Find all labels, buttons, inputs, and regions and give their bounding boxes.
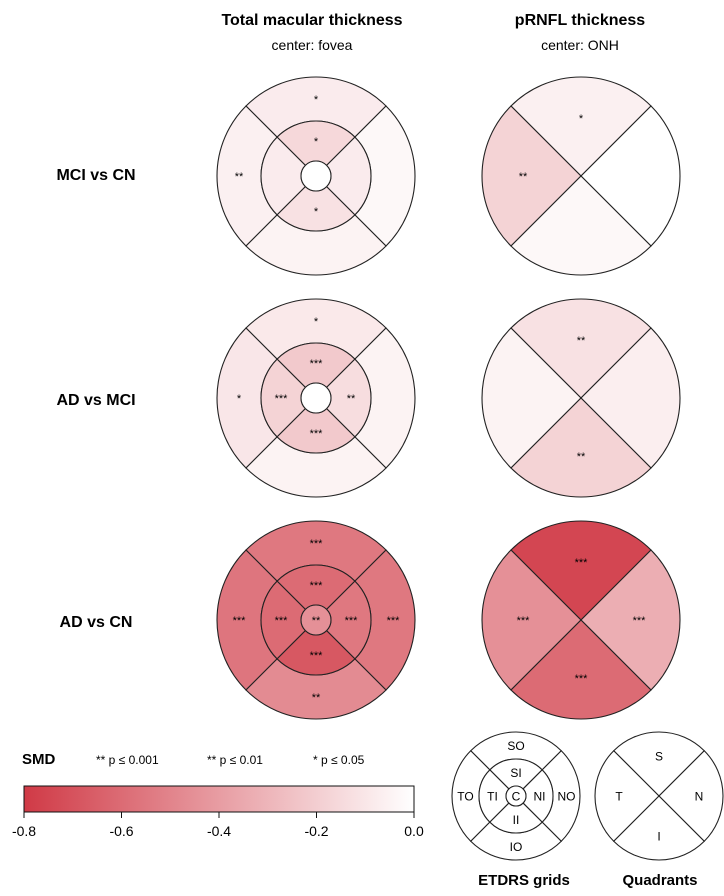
significance-key-1: ** p ≤ 0.001 [96,753,159,767]
quadrant-label-s: * [579,113,584,125]
quadrant-grid-ad-vs-mci: ** ** [481,298,681,498]
segment-label-io: IO [510,840,523,854]
colorbar-tick-label: -0.6 [109,823,133,839]
segment-label-ni: NI [534,789,546,803]
etdrs-grid-ad-vs-cn: ****** *********** ******** [216,520,416,720]
segment-label-ti: TI [487,789,498,803]
segment-label-ii: *** [310,428,324,440]
etdrs-legend-title: ETDRS grids [478,872,570,889]
quadrant-s [612,731,706,797]
quadrant-s [510,298,652,399]
quadrant-n [580,327,681,469]
segment-label-to: *** [233,615,247,627]
quadrant-t [481,549,582,691]
quadrant-n [580,105,681,247]
segment-label-so: SO [507,739,524,753]
segment-label-si: SI [510,766,521,780]
quadrant-grid-mci-vs-cn: *** [481,76,681,276]
segment-label-ii: II [513,813,520,827]
colorbar-tick-label: -0.8 [12,823,36,839]
quadrant-label-i: ** [577,451,586,463]
segment-label-ii: *** [310,650,324,662]
rnfl-title: pRNFL thickness [515,12,646,29]
segment-label-ni: *** [345,615,359,627]
segment-label-ti: *** [275,393,289,405]
segment-label-so: * [314,94,319,106]
quadrant-label-s: ** [577,335,586,347]
quadrant-n [580,549,681,691]
smd-label: SMD [22,751,56,768]
segment-label-no: NO [558,789,576,803]
segment-label-si: *** [310,580,324,592]
quadrant-label-i: *** [575,673,589,685]
colorbar [23,785,415,813]
colorbar-tick-label: -0.2 [304,823,328,839]
segment-label-to: * [237,393,242,405]
quadrant-label-s: S [655,749,663,763]
quadrant-s [510,76,652,177]
quadrant-grid-ad-vs-cn: *** *** *** *** [481,520,681,720]
colorbar-tick-label: 0.0 [404,823,424,839]
segment-c [300,160,332,192]
segment-label-no: *** [387,615,401,627]
segment-label-to: TO [457,789,473,803]
quadrant-i [612,795,706,861]
segment-c [300,382,332,414]
legend-quadrant-grid: S T N I [594,731,724,861]
quadrant-label-t: *** [517,615,531,627]
segment-label-si: * [314,136,319,148]
quadrant-label-t: ** [519,171,528,183]
segment-c [505,785,527,807]
quadrant-label-s: *** [575,557,589,569]
row-label-mci-vs-cn: MCI vs CN [56,167,135,184]
segment-label-ti: *** [275,615,289,627]
quadrant-t [481,105,582,247]
rnfl-subtitle: center: ONH [541,37,619,53]
segment-label-io: ** [312,692,321,704]
segment-label-si: *** [310,358,324,370]
significance-key-2: ** p ≤ 0.01 [207,753,263,767]
significance-key-3: * p ≤ 0.05 [313,753,365,767]
quadrant-i [510,175,652,276]
segment-c [300,604,332,636]
segment-label-so: * [314,316,319,328]
quadrant-s [510,520,652,621]
segment-label-ni: ** [347,393,356,405]
quadrant-label-t: T [615,789,623,803]
segment-label-to: ** [235,171,244,183]
quadrant-i [510,397,652,498]
legend-etdrs-grid: SO TO NO IO SI TI NI II C [451,731,581,861]
quadrant-label-n: N [695,789,704,803]
quadrants-legend-title: Quadrants [622,872,697,889]
macular-title: Total macular thickness [221,12,402,29]
macular-subtitle: center: fovea [272,37,353,53]
etdrs-grid-ad-vs-mci: ******** ***** [216,298,416,498]
row-label-ad-vs-cn: AD vs CN [60,614,133,631]
quadrant-label-i: I [657,829,660,843]
row-label-ad-vs-mci: AD vs MCI [56,392,135,409]
quadrant-t [481,327,582,469]
segment-label-c: ** [312,615,321,627]
etdrs-grid-mci-vs-cn: ***** [216,76,416,276]
segment-label-ii: * [314,206,319,218]
quadrant-n [658,749,724,843]
colorbar-tick-label: -0.4 [207,823,231,839]
colorbar-ticks: -0.8 -0.6 -0.4 -0.2 0.0 [12,812,424,839]
segment-label-so: *** [310,538,324,550]
quadrant-label-n: *** [633,615,647,627]
quadrant-i [510,619,652,720]
segment-label-c: C [512,789,521,803]
quadrant-t [594,749,660,843]
